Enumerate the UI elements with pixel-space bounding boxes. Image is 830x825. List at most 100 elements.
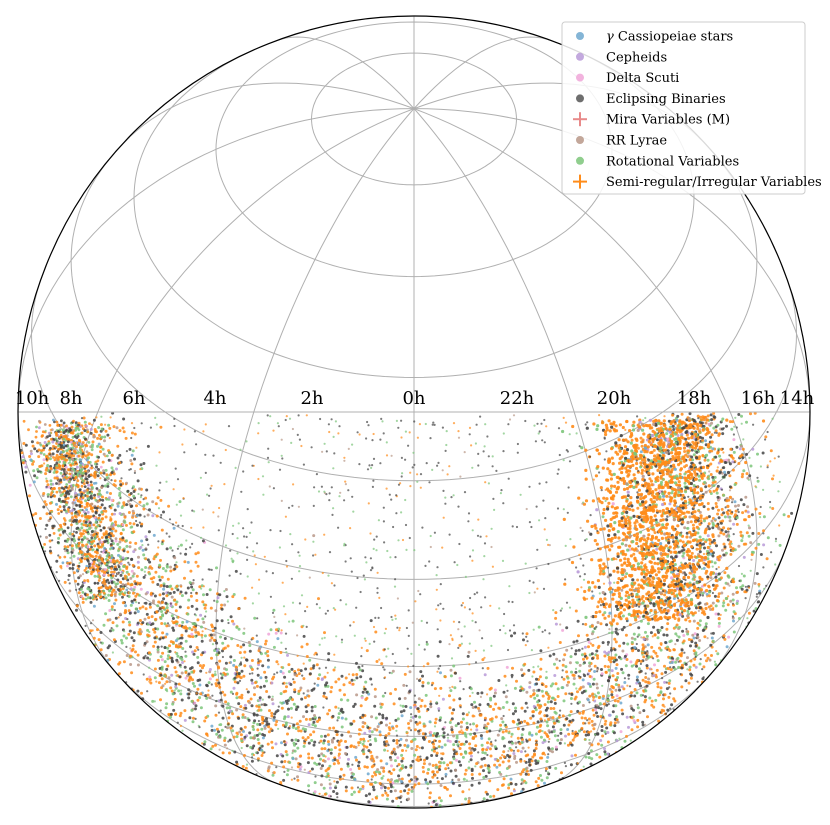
data-point: [294, 738, 298, 742]
data-point: [596, 732, 600, 736]
data-point: [89, 600, 93, 604]
data-point: [165, 594, 169, 598]
data-point: [295, 722, 299, 726]
data-point: [120, 641, 124, 645]
data-point: [31, 444, 35, 448]
data-point: [471, 706, 475, 709]
data-point: [723, 470, 727, 474]
data-point: [742, 555, 746, 559]
data-point: [87, 596, 90, 600]
data-point: [607, 614, 611, 618]
data-point: [340, 725, 344, 729]
data-point: [189, 645, 193, 649]
data-point: [287, 663, 291, 667]
data-point: [559, 738, 563, 742]
data-point: [313, 740, 317, 744]
data-point: [258, 646, 261, 650]
data-point: [154, 502, 158, 506]
data-point: [219, 698, 223, 702]
data-point: [198, 683, 202, 687]
data-point: [215, 566, 218, 570]
data-point: [635, 675, 639, 679]
data-point: [174, 685, 178, 689]
data-point: [173, 666, 177, 670]
data-point: [333, 746, 337, 750]
data-point: [252, 736, 256, 740]
data-point: [179, 641, 183, 645]
data-point: [324, 683, 328, 687]
data-point: [42, 492, 46, 495]
data-point: [731, 420, 735, 424]
data-point: [208, 668, 212, 671]
data-point: [667, 695, 671, 699]
data-point: [448, 706, 452, 710]
data-point: [583, 716, 587, 720]
data-point: [302, 634, 306, 638]
data-point: [596, 465, 600, 469]
data-point: [722, 493, 726, 497]
data-point: [610, 669, 614, 673]
data-point: [578, 711, 582, 715]
meridian-line: [110, 82, 415, 158]
data-point: [424, 693, 428, 697]
data-point: [188, 626, 192, 630]
data-point: [472, 722, 475, 726]
data-point: [453, 686, 457, 690]
data-point: [587, 717, 591, 721]
data-point: [507, 786, 511, 790]
data-point: [401, 764, 405, 768]
data-point: [710, 636, 714, 640]
data-point: [704, 439, 707, 443]
data-point: [208, 677, 212, 681]
data-point: [238, 730, 242, 734]
data-point: [158, 578, 162, 582]
data-point: [708, 490, 712, 493]
data-point: [731, 598, 735, 602]
data-point: [146, 656, 150, 660]
data-point: [652, 674, 656, 678]
data-point: [672, 518, 676, 522]
data-point: [34, 512, 38, 516]
data-point: [538, 724, 542, 728]
data-point: [156, 583, 160, 586]
data-point: [290, 667, 294, 671]
data-point: [434, 803, 438, 807]
data-point: [236, 644, 240, 647]
data-point: [363, 687, 367, 691]
data-point: [268, 709, 271, 713]
data-point: [553, 701, 557, 705]
data-point: [441, 727, 445, 731]
data-point: [130, 671, 134, 675]
data-point: [526, 722, 530, 726]
data-point: [337, 677, 341, 681]
data-point: [171, 617, 175, 620]
data-point: [554, 616, 558, 620]
data-point: [181, 620, 185, 624]
data-point: [706, 553, 710, 557]
data-point: [403, 696, 407, 700]
data-point: [706, 549, 709, 553]
data-point: [643, 700, 647, 704]
data-point: [286, 653, 289, 657]
data-point: [101, 460, 105, 464]
data-point: [93, 574, 97, 578]
data-point: [312, 730, 316, 734]
data-point: [692, 636, 696, 640]
data-point: [55, 502, 58, 506]
data-point: [48, 549, 52, 553]
data-point: [722, 542, 726, 546]
data-point: [745, 472, 749, 476]
data-point: [707, 594, 711, 598]
data-point: [488, 747, 492, 751]
data-point: [191, 588, 195, 592]
data-point: [688, 412, 692, 416]
data-point: [670, 661, 674, 664]
data-point: [545, 714, 549, 718]
data-point: [253, 719, 257, 723]
data-point: [626, 494, 630, 498]
data-point: [302, 677, 306, 681]
data-point: [142, 553, 146, 557]
data-point: [578, 669, 582, 673]
data-point: [684, 598, 688, 602]
